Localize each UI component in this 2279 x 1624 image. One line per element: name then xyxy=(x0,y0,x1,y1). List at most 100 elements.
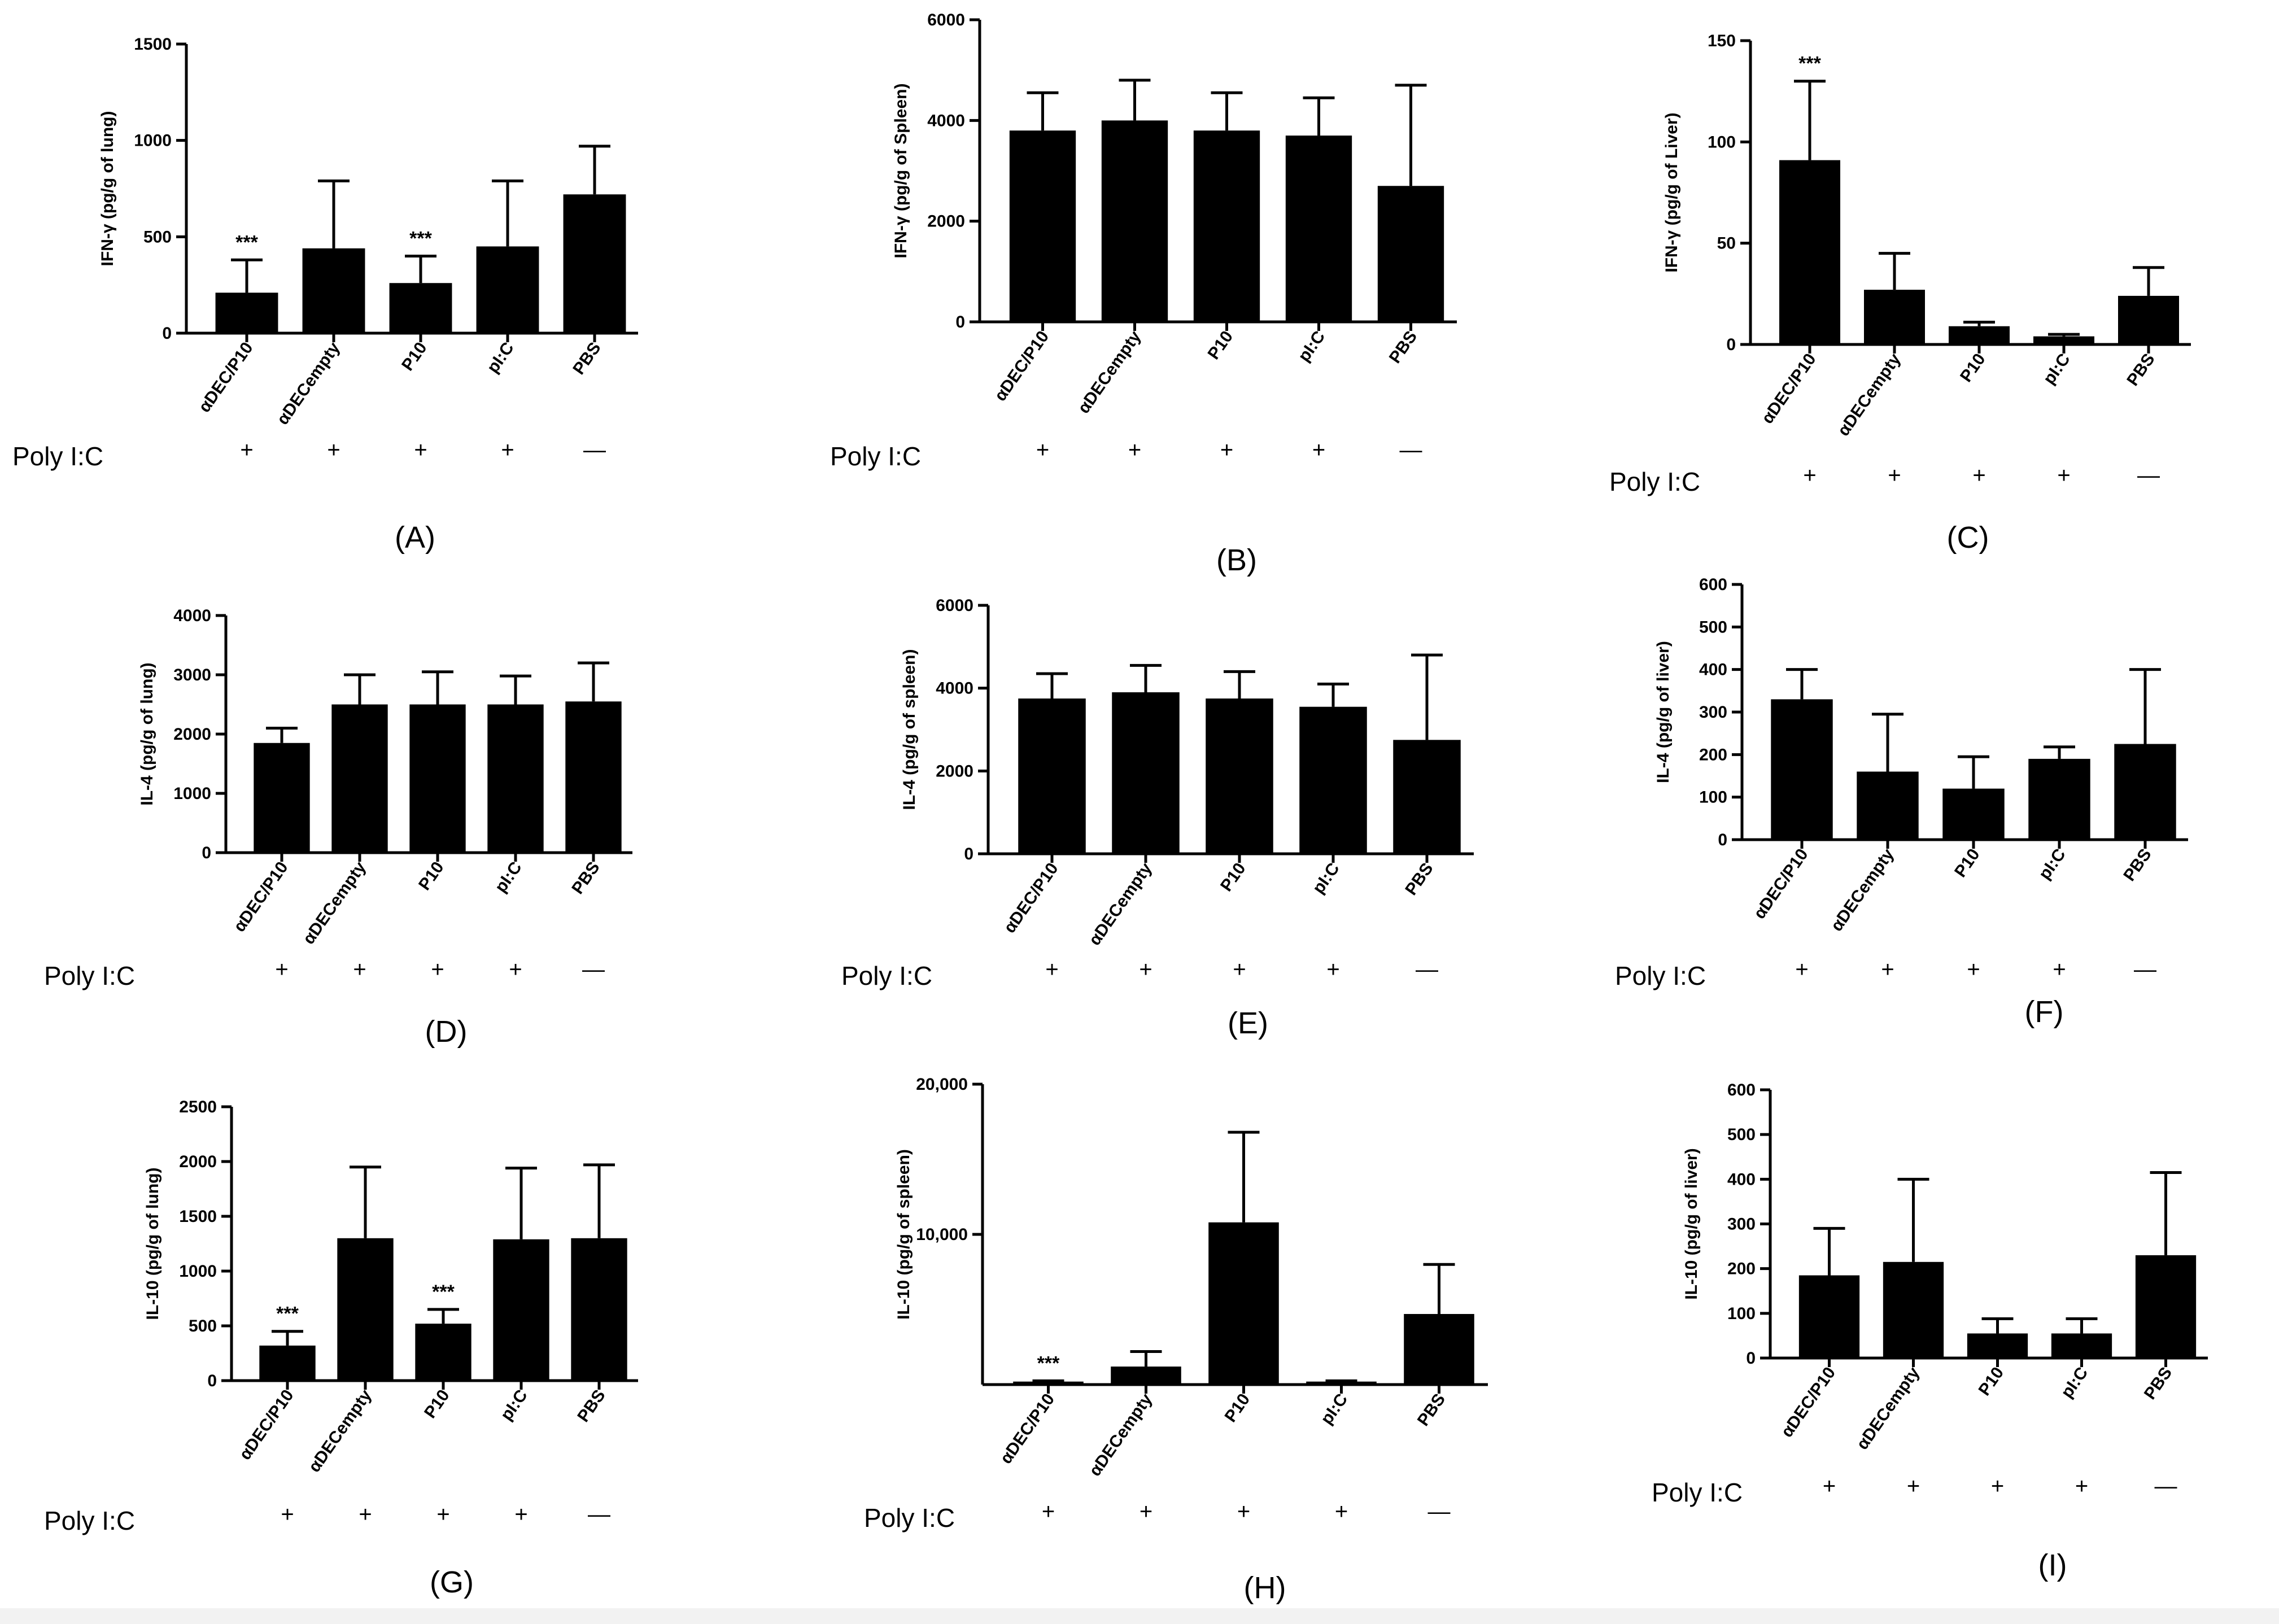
panel-label: (D) xyxy=(425,1015,468,1049)
y-tick-label: 500 xyxy=(189,1317,217,1335)
x-tick-label: αDECempty xyxy=(1834,350,1905,440)
chart-panel-8: 10,000 20,000 IL-10 (pg/g of spleen) *** αDE… xyxy=(864,1075,1488,1605)
poly-ic-sign: — xyxy=(2155,1474,2177,1499)
x-tick-label: pI:C xyxy=(1309,859,1343,897)
poly-ic-sign: + xyxy=(1795,957,1808,982)
chart-panel-1: 0 500 1000 1500 IFN-γ (pg/g of lung) *** αDEC/… xyxy=(12,35,638,555)
significance-marker: *** xyxy=(409,228,432,249)
bar-2 xyxy=(302,248,365,333)
x-tick-label: PBS xyxy=(568,858,603,897)
significance-marker: *** xyxy=(432,1281,455,1303)
x-tick-label: PBS xyxy=(569,339,604,378)
poly-ic-sign: + xyxy=(1967,957,1980,982)
x-tick-label: P10 xyxy=(1957,350,1989,386)
x-tick-label: PBS xyxy=(1386,328,1421,366)
y-tick-label: 2000 xyxy=(179,1152,217,1171)
poly-ic-sign: — xyxy=(588,1502,610,1527)
poly-ic-sign: + xyxy=(414,438,427,462)
panel-label: (E) xyxy=(1228,1006,1268,1040)
significance-marker: *** xyxy=(276,1303,299,1325)
x-tick-label: αDECempty xyxy=(1827,845,1898,935)
bar-1 xyxy=(215,293,278,333)
poly-ic-label: Poly I:C xyxy=(44,1506,135,1535)
x-tick-label: P10 xyxy=(1975,1364,2008,1399)
bar-4 xyxy=(1306,1381,1377,1385)
x-tick-label: P10 xyxy=(415,858,448,894)
y-tick-label: 1000 xyxy=(179,1262,217,1281)
x-tick-label: αDEC/P10 xyxy=(991,328,1053,404)
poly-ic-sign: + xyxy=(1803,463,1816,488)
bar-1 xyxy=(1779,160,1840,344)
y-axis-label: IL-10 (pg/g of lung) xyxy=(143,1168,162,1320)
poly-ic-sign: — xyxy=(2134,957,2156,982)
x-tick-label: pI:C xyxy=(497,1386,531,1424)
y-tick-label: 500 xyxy=(143,228,172,246)
y-tick-label: 6000 xyxy=(927,11,965,29)
poly-ic-sign: + xyxy=(1036,438,1049,462)
bar-4 xyxy=(2051,1333,2112,1358)
y-axis-label: IL-4 (pg/g of liver) xyxy=(1654,641,1673,783)
poly-ic-sign: + xyxy=(327,438,340,462)
y-tick-label: 200 xyxy=(1699,745,1727,764)
x-tick-label: αDEC/P10 xyxy=(235,1386,297,1463)
y-tick-label: 1500 xyxy=(179,1207,217,1226)
y-tick-label: 100 xyxy=(1708,133,1736,151)
poly-ic-label: Poly I:C xyxy=(1652,1478,1743,1507)
poly-ic-sign: — xyxy=(2137,463,2160,488)
poly-ic-sign: + xyxy=(353,957,366,982)
y-tick-label: 1000 xyxy=(134,132,172,150)
bar-2 xyxy=(1112,692,1180,854)
poly-ic-sign: + xyxy=(359,1502,372,1527)
x-tick-label: PBS xyxy=(1414,1390,1449,1429)
x-tick-label: PBS xyxy=(2120,845,2155,884)
x-tick-label: pI:C xyxy=(2035,845,2069,883)
bar-4 xyxy=(1285,136,1352,322)
poly-ic-label: Poly I:C xyxy=(830,442,921,471)
y-tick-label: 0 xyxy=(162,324,172,343)
y-tick-label: 300 xyxy=(1699,703,1727,722)
x-tick-label: P10 xyxy=(1204,328,1237,363)
poly-ic-label: Poly I:C xyxy=(44,961,135,990)
poly-ic-sign: — xyxy=(1416,957,1438,982)
bar-3 xyxy=(1208,1222,1279,1385)
y-tick-label: 0 xyxy=(964,845,973,863)
bar-5 xyxy=(1393,740,1461,854)
bar-4 xyxy=(1299,706,1367,854)
bar-3 xyxy=(1206,699,1273,854)
bar-1 xyxy=(1798,1275,1860,1358)
poly-ic-sign: + xyxy=(1139,957,1152,982)
x-tick-label: PBS xyxy=(1402,859,1437,898)
bar-1 xyxy=(1771,699,1833,840)
bar-1 xyxy=(254,743,310,853)
poly-ic-sign: + xyxy=(1233,957,1246,982)
y-tick-label: 500 xyxy=(1699,618,1727,636)
x-tick-label: PBS xyxy=(574,1386,609,1425)
poly-ic-sign: — xyxy=(583,438,606,462)
chart-panel-3: 0 50 100 150 IFN-γ (pg/g of Liver) *** αDEC/P1… xyxy=(1609,32,2191,555)
bar-5 xyxy=(563,194,626,333)
y-tick-label: 3000 xyxy=(173,666,211,684)
y-axis-label: IFN-γ (pg/g of lung) xyxy=(98,111,117,267)
poly-ic-sign: + xyxy=(2057,463,2070,488)
x-tick-label: αDEC/P10 xyxy=(230,858,291,935)
bar-4 xyxy=(476,246,539,333)
panel-label: (H) xyxy=(1244,1571,1286,1605)
y-tick-label: 50 xyxy=(1717,234,1736,253)
bar-4 xyxy=(487,704,544,853)
x-tick-label: αDEC/P10 xyxy=(1000,859,1062,936)
x-tick-label: pI:C xyxy=(1295,328,1329,365)
bar-1 xyxy=(1013,1381,1084,1385)
y-tick-label: 600 xyxy=(1727,1081,1756,1099)
x-tick-label: αDECempty xyxy=(273,339,344,429)
panel-label: (A) xyxy=(395,521,435,555)
poly-ic-sign: + xyxy=(1045,957,1058,982)
y-tick-label: 0 xyxy=(202,844,211,862)
bar-3 xyxy=(1942,788,2005,840)
x-tick-label: αDECempty xyxy=(1086,1390,1156,1480)
poly-ic-sign: — xyxy=(1400,438,1422,462)
poly-ic-sign: + xyxy=(1140,1499,1152,1524)
significance-marker: *** xyxy=(1798,53,1821,75)
poly-ic-sign: + xyxy=(1335,1499,1348,1524)
poly-ic-sign: + xyxy=(514,1502,527,1527)
bar-5 xyxy=(2118,295,2179,344)
